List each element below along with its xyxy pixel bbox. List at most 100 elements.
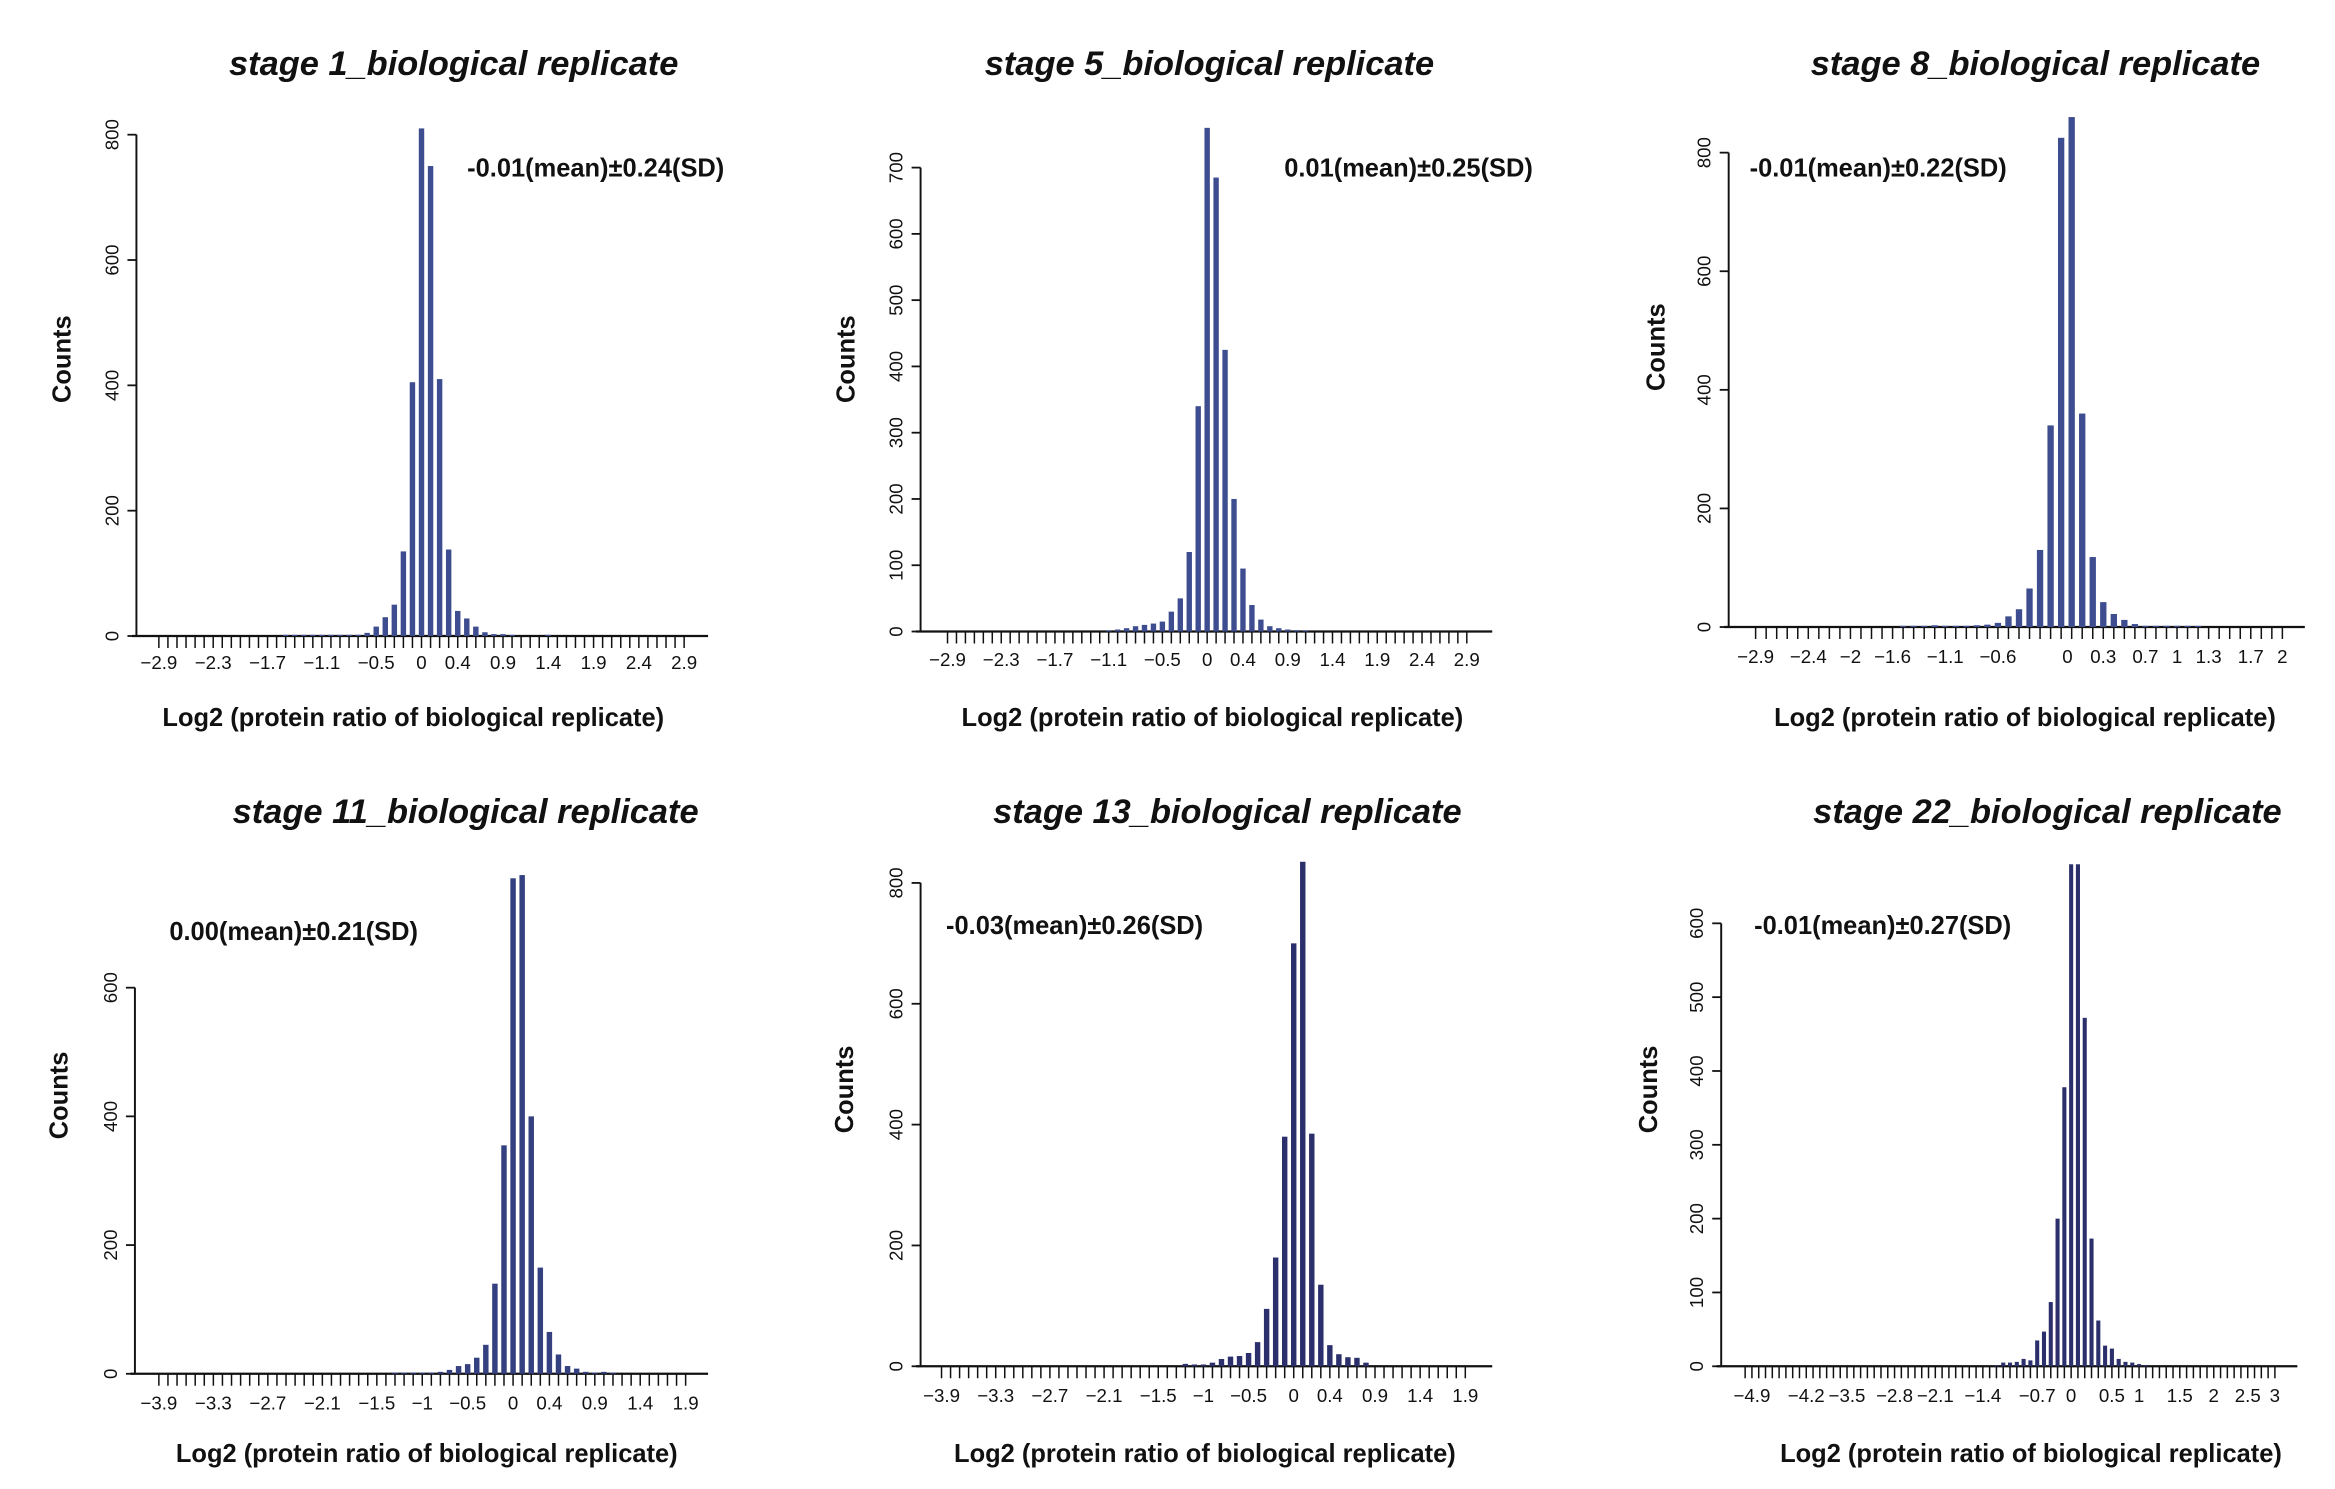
x-tick-label: 0 [508,1393,518,1414]
y-tick-label: 600 [1686,908,1707,939]
y-tick-label: 200 [101,495,122,526]
histogram-bar [500,634,506,637]
x-tick-label: −1.7 [249,652,286,673]
y-tick-label: 100 [886,550,907,581]
x-tick-label: −2.7 [1031,1385,1068,1406]
histogram-bar [2028,1360,2033,1367]
histogram-bar [1231,498,1237,632]
histogram-bar [1114,629,1121,632]
histogram-bar [519,875,525,1374]
y-tick-label: 800 [1694,137,1715,168]
histogram-bar [2184,625,2191,628]
histogram-bar [1327,1345,1333,1367]
x-tick-label: 0.4 [445,652,471,673]
histogram-bar [2123,1361,2128,1367]
histogram-bar [2152,625,2160,628]
histogram-bar [1258,619,1264,632]
y-tick-label: 0 [100,1369,121,1379]
histogram-bar [1363,1362,1369,1367]
y-tick-label: 600 [886,218,907,249]
histogram-bar [2130,1362,2135,1367]
y-tick-label: 400 [1694,374,1715,405]
histogram-bar [2015,609,2023,628]
y-tick-label: 600 [886,988,907,1019]
histogram-bar [1952,625,1959,628]
x-tick-label: −0.5 [1230,1385,1267,1406]
histogram-bar [2142,625,2149,628]
histogram-bar [1150,623,1157,632]
histogram-bar [391,604,398,637]
histogram-bar [401,1372,407,1374]
chart-title: stage 1_biological replicate [229,45,678,83]
x-tick-label: −3.3 [977,1385,1014,1406]
histogram-bar [1281,1136,1288,1367]
x-tick-label: −3.5 [1829,1385,1866,1406]
histogram-bar [610,1372,616,1374]
histogram-bar [2047,425,2054,628]
histogram-bar [1182,1363,1189,1367]
y-tick-label: 0 [1694,622,1715,632]
histogram-bar [1302,630,1309,632]
histogram-bar [1177,598,1183,632]
histogram-bar [1354,1357,1360,1367]
y-tick-label: 200 [886,483,907,514]
histogram-bar [2194,625,2202,628]
histogram-bar [1168,611,1175,632]
histogram-bar [2036,549,2044,628]
x-tick-label: −4.9 [1733,1385,1770,1406]
histogram-bar [1195,406,1201,632]
histogram-bar [2163,625,2170,628]
histogram-bar [555,1354,562,1374]
y-axis-label: Counts [1635,1046,1663,1134]
histogram-bar [2035,1340,2040,1367]
histogram-panel: stage 8_biological replicate -0.01(mean)±… [1642,45,2305,732]
mean-sd-annotation: -0.01(mean)±0.27(SD) [1754,912,2011,940]
histogram-bar [364,632,370,637]
x-tick-label: −1.5 [1140,1385,1177,1406]
histogram-bar [418,128,425,637]
x-tick-label: 2.4 [626,652,652,673]
x-tick-label: −2.1 [304,1393,341,1414]
histogram-bar [2079,413,2086,628]
histogram-bar [1141,624,1148,632]
y-tick-label: 400 [886,351,907,382]
x-tick-label: −2.8 [1876,1385,1913,1406]
histogram-bar [310,634,316,637]
chart-title: stage 13_biological replicate [993,793,1462,831]
histogram-bar [1267,626,1273,632]
histogram-bar [537,1267,544,1374]
y-tick-label: 300 [886,417,907,448]
histogram-bar [409,382,416,637]
x-tick-label: −2.3 [983,649,1020,670]
histogram-bar [509,634,515,637]
y-tick-label: 200 [100,1229,121,1260]
x-tick-label: 0 [416,652,426,673]
histogram-bar [601,1371,607,1374]
chart-title: stage 8_biological replicate [1811,45,2260,83]
histogram-bar [1236,1356,1243,1367]
histogram-panel: stage 5_biological replicate 0.01(mean)±0… [833,45,1533,732]
histogram-bar [455,1366,462,1374]
mean-sd-annotation: 0.00(mean)±0.21(SD) [169,918,418,946]
x-tick-label: −2.1 [1086,1385,1123,1406]
x-tick-label: 2 [2209,1385,2219,1406]
x-tick-label: 0.9 [490,652,516,673]
y-axis-label: Counts [833,315,861,403]
histogram-bar [2041,1331,2047,1367]
histogram-bar [2026,588,2033,628]
histogram-bar [419,1372,425,1374]
histogram-bar [1336,1354,1342,1367]
histogram-bar [445,549,452,637]
x-tick-label: −1.1 [303,652,340,673]
y-tick-label: 100 [1686,1277,1707,1308]
histogram-bar [427,166,434,637]
histogram-bar [1276,628,1282,632]
x-tick-label: 0.4 [536,1393,562,1414]
x-tick-label: 1.9 [1452,1385,1478,1406]
x-tick-label: 0 [2062,646,2072,667]
histogram-bar [1984,624,1991,628]
histogram-bar [2082,1017,2087,1367]
y-tick-label: 300 [1686,1129,1707,1160]
y-tick-label: 600 [1694,256,1715,287]
